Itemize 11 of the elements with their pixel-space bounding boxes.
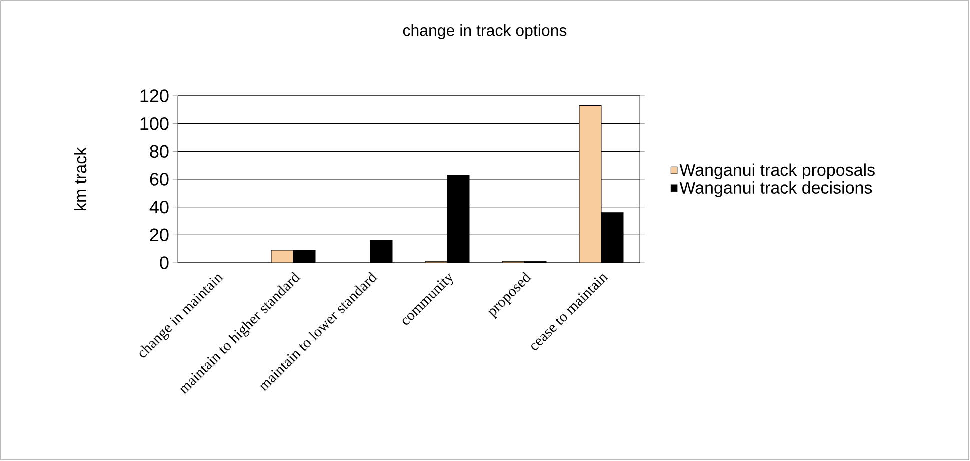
y-tick-label: 40: [150, 200, 169, 214]
chart-title: change in track options: [403, 24, 567, 40]
y-tick-label: 100: [140, 117, 169, 130]
y-tick-label: 0: [160, 256, 169, 270]
legend-label: Wanganui track decisions: [680, 182, 872, 198]
legend-label: Wanganui track proposals: [680, 164, 875, 180]
y-tick-label: 80: [150, 145, 169, 158]
y-tick-label: 20: [150, 228, 169, 242]
y-tick-label: 60: [150, 173, 169, 186]
y-tick-label: 120: [140, 90, 169, 102]
y-axis-title: km track: [74, 147, 87, 210]
